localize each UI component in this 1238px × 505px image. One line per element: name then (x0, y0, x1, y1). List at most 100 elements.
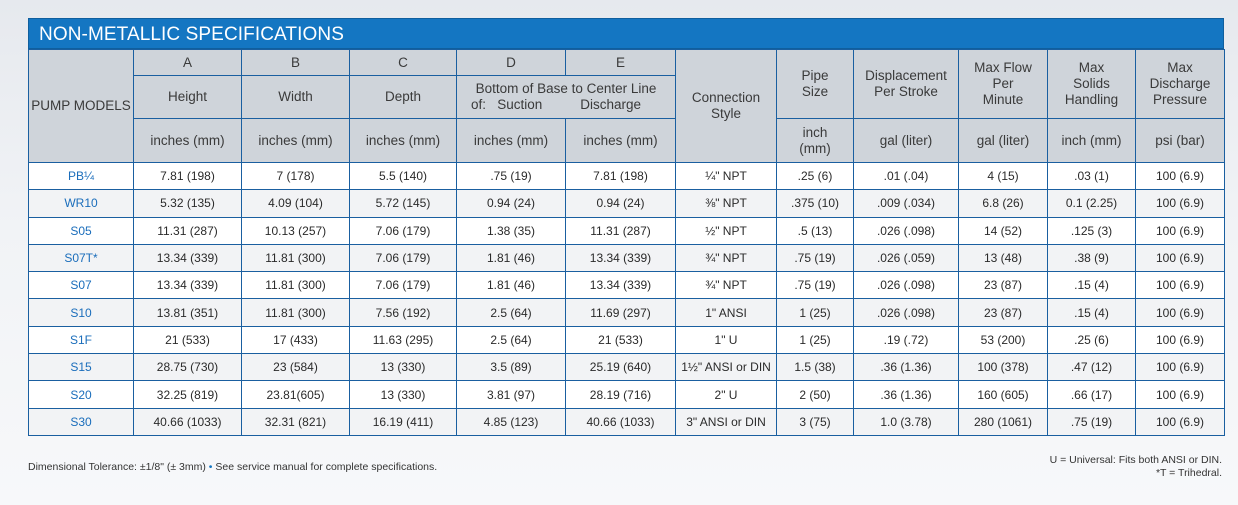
cell-solids: .15 (4) (1047, 271, 1136, 300)
cell-connection: ½" NPT (675, 216, 777, 245)
cell-solids: .38 (9) (1047, 243, 1136, 273)
cell-flow: 23 (87) (958, 298, 1048, 327)
cell-pressure: 100 (6.9) (1135, 325, 1225, 355)
cell-depth: 7.56 (192) (349, 298, 457, 327)
table-title: NON-METALLIC SPECIFICATIONS (28, 18, 1224, 49)
cell-displacement: .026 (.098) (853, 271, 959, 300)
cell-solids: .47 (12) (1047, 353, 1136, 382)
cell-displacement: .026 (.098) (853, 298, 959, 327)
cell-suction: 4.85 (123) (456, 407, 566, 436)
cell-flow: 4 (15) (958, 161, 1048, 191)
cell-solids: .66 (17) (1047, 380, 1136, 409)
header-height: Height (133, 75, 242, 119)
cell-width: 10.13 (257) (241, 216, 350, 245)
footer-notes: U = Universal: Fits both ANSI or DIN. *T… (1050, 454, 1222, 480)
cell-suction: 1.38 (35) (456, 216, 566, 245)
cell-discharge: 11.69 (297) (565, 298, 676, 327)
header-bottom-to-center: Bottom of Base to Center Line of: Suctio… (456, 75, 676, 119)
cell-width: 11.81 (300) (241, 271, 350, 300)
cell-depth: 5.5 (140) (349, 161, 457, 191)
cell-model: S15 (28, 353, 134, 382)
cell-suction: 1.81 (46) (456, 243, 566, 273)
table-row: S1F 21 (533) 17 (433) 11.63 (295) 2.5 (64) 21… (28, 325, 1225, 355)
header-letter-e: E (565, 49, 676, 76)
cell-width: 11.81 (300) (241, 298, 350, 327)
cell-depth: 16.19 (411) (349, 407, 457, 436)
pipe-label: Pipe Size (801, 68, 829, 99)
cell-height: 13.34 (339) (133, 243, 242, 273)
cell-model: S07T* (28, 243, 134, 273)
cell-flow: 160 (605) (958, 380, 1048, 409)
bullet-dot: • (208, 461, 213, 473)
cell-depth: 11.63 (295) (349, 325, 457, 355)
cell-suction: 3.81 (97) (456, 380, 566, 409)
cell-pipe: 2 (50) (776, 380, 854, 409)
cell-pipe: .75 (19) (776, 243, 854, 273)
cell-suction: 2.5 (64) (456, 298, 566, 327)
cell-depth: 7.06 (179) (349, 243, 457, 273)
cell-pressure: 100 (6.9) (1135, 243, 1225, 273)
units-suction: inches (mm) (456, 118, 566, 163)
units-pressure: psi (bar) (1135, 118, 1225, 163)
header-max-flow: Max Flow Per Minute (958, 49, 1048, 119)
cell-width: 23 (584) (241, 353, 350, 382)
cell-flow: 14 (52) (958, 216, 1048, 245)
cell-pressure: 100 (6.9) (1135, 189, 1225, 218)
cell-discharge: 25.19 (640) (565, 353, 676, 382)
cell-discharge: 0.94 (24) (565, 189, 676, 218)
units-flow: gal (liter) (958, 118, 1048, 163)
cell-width: 7 (178) (241, 161, 350, 191)
cell-pipe: .5 (13) (776, 216, 854, 245)
pressure-label: Max Discharge Pressure (1149, 60, 1211, 107)
of-label: of: Suction (471, 97, 542, 113)
connection-label: Connection Style (691, 90, 761, 121)
units-width: inches (mm) (241, 118, 350, 163)
cell-connection: ¾" NPT (675, 243, 777, 273)
cell-width: 32.31 (821) (241, 407, 350, 436)
cell-pressure: 100 (6.9) (1135, 216, 1225, 245)
header-width: Width (241, 75, 350, 119)
table-row: PB¼ 7.81 (198) 7 (178) 5.5 (140) .75 (19) 7.8… (28, 161, 1225, 191)
cell-model: S20 (28, 380, 134, 409)
header-connection-style: Connection Style (675, 49, 777, 163)
header-letter-a: A (133, 49, 242, 76)
cell-discharge: 28.19 (716) (565, 380, 676, 409)
cell-model: PB¼ (28, 161, 134, 191)
table-body: PB¼ 7.81 (198) 7 (178) 5.5 (140) .75 (19) 7.8… (28, 161, 1225, 436)
cell-displacement: .36 (1.36) (853, 353, 959, 382)
table-row: S07 13.34 (339) 11.81 (300) 7.06 (179) 1.81 … (28, 271, 1225, 300)
cell-model: S30 (28, 407, 134, 436)
table-row: S15 28.75 (730) 23 (584) 13 (330) 3.5 (89) 25… (28, 353, 1225, 382)
cell-pipe: .25 (6) (776, 161, 854, 191)
cell-pipe: 1 (25) (776, 325, 854, 355)
cell-pipe: 1.5 (38) (776, 353, 854, 382)
note-trihedral: *T = Trihedral. (1155, 467, 1222, 479)
cell-connection: 1½" ANSI or DIN (675, 353, 777, 382)
cell-pressure: 100 (6.9) (1135, 353, 1225, 382)
cell-suction: 0.94 (24) (456, 189, 566, 218)
cell-pipe: 1 (25) (776, 298, 854, 327)
cell-model: S07 (28, 271, 134, 300)
cell-flow: 100 (378) (958, 353, 1048, 382)
cell-width: 23.81(605) (241, 380, 350, 409)
header-letter-d: D (456, 49, 566, 76)
table-row: WR10 5.32 (135) 4.09 (104) 5.72 (145) 0.94 (… (28, 189, 1225, 218)
cell-height: 32.25 (819) (133, 380, 242, 409)
table-head: PUMP MODELS A B C D E Connection Style P… (28, 49, 1225, 163)
cell-displacement: .36 (1.36) (853, 380, 959, 409)
bottom-sub-labels: of: Suction Discharge (458, 97, 675, 113)
cell-solids: 0.1 (2.25) (1047, 189, 1136, 218)
units-solids: inch (mm) (1047, 118, 1136, 163)
cell-depth: 7.06 (179) (349, 271, 457, 300)
solids-label: Max Solids Handling (1064, 60, 1119, 107)
displacement-label: Displacement Per Stroke (865, 68, 947, 99)
cell-connection: 3" ANSI or DIN (675, 407, 777, 436)
cell-depth: 5.72 (145) (349, 189, 457, 218)
header-letter-b: B (241, 49, 350, 76)
header-max-pressure: Max Discharge Pressure (1135, 49, 1225, 119)
cell-solids: .125 (3) (1047, 216, 1136, 245)
header-pump-models: PUMP MODELS (28, 49, 134, 163)
cell-suction: .75 (19) (456, 161, 566, 191)
cell-flow: 6.8 (26) (958, 189, 1048, 218)
footer-tolerance: Dimensional Tolerance: ±1/8" (± 3mm) • S… (28, 461, 437, 473)
